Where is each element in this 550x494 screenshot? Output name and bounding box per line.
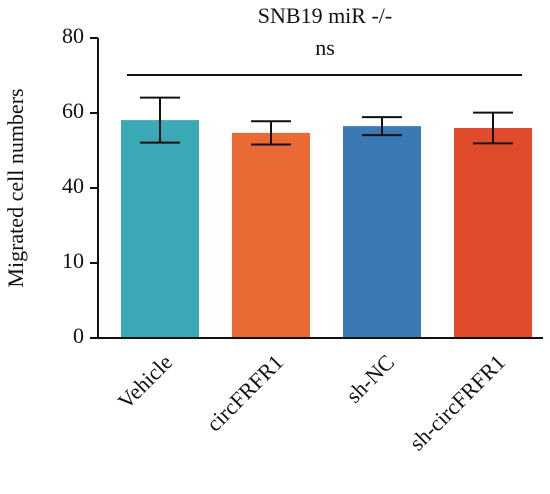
- x-tick-label: sh-circFRFR1: [404, 349, 510, 455]
- error-bar: [362, 116, 402, 137]
- y-tick-label: 10: [62, 248, 84, 273]
- bar: [121, 120, 199, 338]
- bar: [343, 126, 421, 338]
- x-tick-label: circFRFR1: [201, 349, 288, 436]
- error-bar: [473, 111, 513, 145]
- chart-title: SNB19 miR -/-: [258, 3, 392, 28]
- y-tick-label: 40: [62, 173, 84, 198]
- bar: [454, 128, 532, 338]
- y-axis-label: Migrated cell numbers: [3, 88, 28, 287]
- significance-label: ns: [315, 35, 335, 60]
- y-tick-label: 80: [62, 23, 84, 48]
- error-bar: [251, 120, 291, 146]
- x-tick-label: Vehicle: [113, 349, 177, 413]
- error-bar: [140, 96, 180, 144]
- bar: [232, 132, 310, 338]
- y-tick-label: 0: [73, 323, 84, 348]
- y-tick-label: 60: [62, 98, 84, 123]
- x-tick-label: sh-NC: [341, 349, 399, 407]
